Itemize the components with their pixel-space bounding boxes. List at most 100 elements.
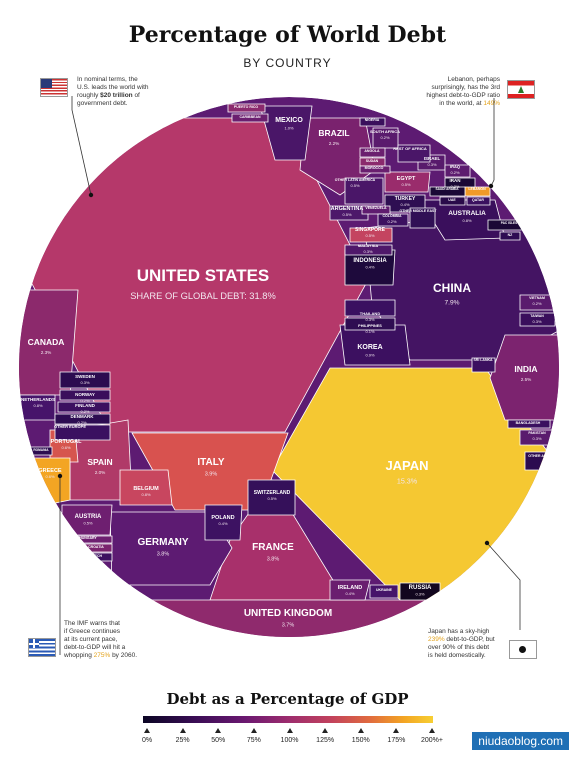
region-denmark [54, 413, 111, 425]
lebanon-flag-icon [507, 80, 535, 99]
region-value-italy: 3.9% [205, 472, 218, 478]
region-value-brazil: 2.2% [329, 141, 340, 146]
region-label-morocco: MOROCCO [365, 166, 384, 170]
region-label-france: FRANCE [252, 542, 294, 553]
region-caribbean [231, 113, 269, 123]
region-value-switzerland: 0.5% [267, 496, 277, 501]
region-egypt [384, 171, 431, 193]
legend-tick-marker [429, 728, 435, 733]
region-label-sudan: SUDAN [366, 159, 379, 163]
region-colombia [377, 213, 409, 227]
region-value-united-states: SHARE OF GLOBAL DEBT: 31.8% [130, 291, 276, 301]
region-value-argentina: 0.5% [342, 212, 352, 217]
region-label-korea: KOREA [357, 344, 382, 351]
region-value-thailand: 0.3% [365, 317, 375, 322]
region-value-china: 7.9% [444, 300, 459, 307]
region-other-latin-america [344, 177, 384, 205]
region-label-pac-isles: PAC ISLES [501, 221, 518, 225]
region-label-other-europe: OTHER EUROPE [54, 424, 86, 429]
region-poland [204, 504, 243, 541]
region-bangladesh [507, 419, 551, 429]
region-label-belgium: BELGIUM [133, 486, 159, 492]
region-sri-lanka [471, 357, 496, 373]
region-value-ireland: 0.4% [345, 591, 355, 596]
lebanon-note: Lebanon, perhaps surprisingly, has the 3… [426, 76, 500, 107]
region-value-other-latin-america: 0.5% [350, 183, 360, 188]
region-label-qatar: QATAR [472, 198, 484, 202]
region-label-venezuela: VENEZUELA [365, 206, 387, 210]
region-label-japan: JAPAN [385, 458, 428, 473]
region-value-south-africa: 0.2% [380, 135, 390, 140]
region-label-mexico: MEXICO [275, 117, 303, 124]
region-label-rest-of-africa: REST OF AFRICA [393, 146, 427, 151]
region-value-malaysia: 0.3% [363, 249, 373, 254]
region-label-saudi-arabia: SAUDI ARABIA [435, 187, 459, 191]
region-label-other-latin-america: OTHER LATIN AMERICA [335, 178, 376, 182]
region-value-indonesia: 0.4% [365, 264, 375, 269]
legend-tick-label: 75% [246, 737, 261, 744]
page-subtitle: BY COUNTRY [243, 56, 332, 70]
region-label-russia: RUSSIA [409, 585, 432, 591]
legend-tick-marker [322, 728, 329, 733]
region-label-angola: ANGOLA [364, 149, 380, 153]
region-label-spain: SPAIN [87, 457, 112, 467]
region-value-philippines: 0.1% [365, 329, 375, 334]
region-label-singapore: SINGAPORE [355, 227, 386, 233]
region-norway [59, 389, 111, 401]
legend-tick-label: 150% [351, 737, 370, 744]
region-label-malaysia: MALAYSIA [358, 243, 379, 248]
region-philippines [344, 317, 396, 331]
region-label-norway: NORWAY [75, 392, 95, 397]
region-label-romania: ROMANIA [33, 448, 49, 452]
region-label-china: CHINA [433, 281, 471, 295]
region-label-nz: NZ [508, 233, 514, 237]
us-flag-icon [40, 78, 68, 97]
region-label-hungary: HUNGARY [79, 536, 97, 540]
region-uae [439, 196, 466, 206]
greece-note: The IMF warns that if Greece continues a… [64, 620, 138, 659]
region-label-turkey: TURKEY [395, 196, 416, 202]
region-value-israel: 0.3% [427, 162, 437, 167]
legend-tick-marker [179, 728, 186, 733]
region-value-russia: 0.3% [415, 591, 425, 596]
legend-tick-label: 175% [387, 737, 406, 744]
region-argentina [329, 205, 369, 221]
region-label-poland: POLAND [211, 515, 234, 521]
region-label-brazil: BRAZIL [318, 128, 349, 138]
region-value-pakistan: 0.3% [532, 436, 542, 441]
region-value-austria: 0.5% [83, 520, 93, 525]
region-nz [499, 231, 521, 241]
region-value-colombia: 0.2% [387, 219, 397, 224]
legend-tick-label: 50% [211, 737, 226, 744]
region-label-united-kingdom: UNITED KINGDOM [244, 608, 332, 619]
region-value-india: 2.5% [521, 377, 532, 382]
greece-flag-icon [28, 638, 56, 657]
region-label-sri-lanka: SRI LANKA [473, 358, 493, 362]
region-value-canada: 2.3% [41, 350, 52, 355]
legend-tick-label: 25% [175, 737, 190, 744]
region-puerto-rico [227, 103, 266, 113]
region-iraq [444, 164, 471, 178]
region-rest-of-africa [397, 144, 431, 163]
region-ukraine [369, 584, 399, 599]
region-mexico [259, 105, 313, 161]
region-value-poland: 0.4% [218, 521, 228, 526]
region-saudi-arabia [429, 186, 466, 197]
region-value-vietnam: 0.2% [532, 301, 542, 306]
region-label-australia: AUSTRALIA [448, 210, 486, 217]
region-value-belgium: 0.8% [141, 492, 151, 497]
region-label-vietnam: VIETNAM [529, 296, 545, 300]
region-value-turkey: 0.4% [400, 202, 410, 207]
region-value-greece: 0.6% [45, 474, 55, 479]
region-label-ukraine: UKRAINE [376, 588, 393, 592]
region-singapore [349, 227, 393, 243]
region-nigeria [359, 117, 386, 127]
legend-tick-label: 200%+ [421, 737, 443, 744]
region-label-austria: AUSTRIA [75, 514, 102, 520]
region-label-ireland: IRELAND [338, 585, 362, 591]
region-value-egypt: 0.5% [401, 182, 411, 187]
region-switzerland [247, 479, 296, 516]
region-label-uae: UAE [448, 198, 456, 202]
region-value-norway: 0.2% [80, 398, 90, 403]
